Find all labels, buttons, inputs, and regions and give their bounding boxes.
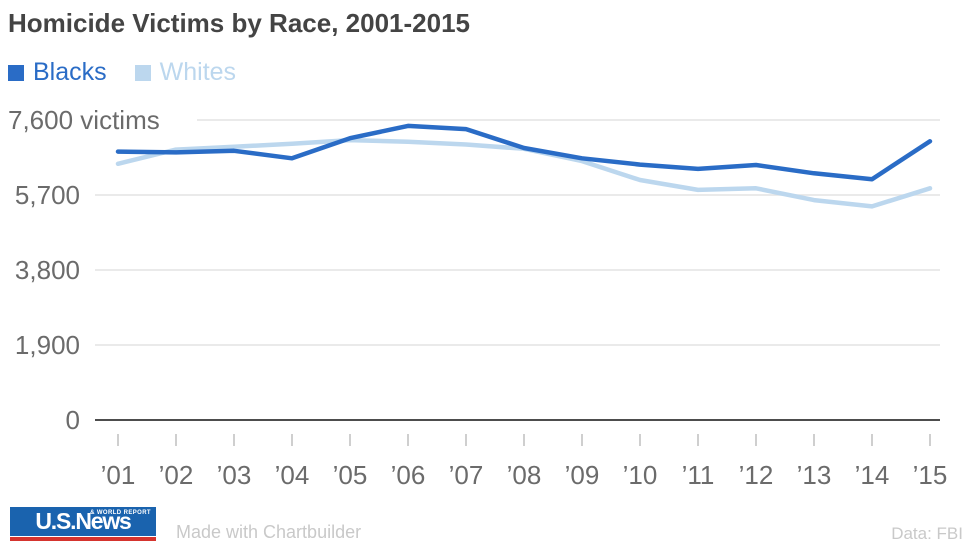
legend-label-blacks: Blacks <box>33 58 107 86</box>
y-tick-label: 5,700 <box>15 180 80 210</box>
usnews-logo: U.S.News & WORLD REPORT <box>10 507 156 541</box>
x-tick-label: ’10 <box>623 460 658 490</box>
y-tick-label: 0 <box>66 405 80 435</box>
y-tick-label: 7,600 victims <box>8 105 160 135</box>
legend-swatch-whites <box>134 64 151 81</box>
chartbuilder-credit: Made with Chartbuilder <box>176 522 362 542</box>
chart-area: 7,600 victims 5,700 3,800 1,900 0 ’01 ’02 ’03 ’0… <box>8 105 948 490</box>
x-tick-label: ’15 <box>913 460 948 490</box>
blacks-line <box>115 123 933 182</box>
logo-red-bar <box>10 537 156 541</box>
legend-swatch-blacks <box>8 64 24 81</box>
x-tick-label: ’07 <box>449 460 484 490</box>
x-tick-label: ’09 <box>565 460 600 490</box>
usnews-logo-subtext: & WORLD REPORT <box>90 510 151 516</box>
y-tick-label: 3,800 <box>15 255 80 285</box>
usnews-logo-box: U.S.News & WORLD REPORT <box>10 507 156 536</box>
x-tick-label: ’04 <box>275 460 310 490</box>
legend-label-whites: Whites <box>159 58 237 86</box>
x-tick-label: ’06 <box>391 460 426 490</box>
x-tick-label: ’03 <box>217 460 252 490</box>
chart-title: Homicide Victims by Race, 2001-2015 <box>8 8 470 38</box>
x-tick-label: ’11 <box>682 460 715 490</box>
x-tick-label: ’08 <box>507 460 542 490</box>
x-tick-label: ’13 <box>797 460 832 490</box>
legend-item-blacks: Blacks <box>8 58 107 87</box>
legend-item-whites: Whites <box>134 58 237 87</box>
x-tick-label: ’01 <box>101 460 136 490</box>
legend: Blacks Whites <box>8 58 236 87</box>
y-tick-label: 1,900 <box>15 330 80 360</box>
x-tick-label: ’02 <box>159 460 194 490</box>
x-tick-label: ’14 <box>855 460 890 490</box>
x-tick-label: ’12 <box>739 460 774 490</box>
usnews-logo-text: U.S.News <box>35 508 131 534</box>
data-source-label: Data: FBI <box>891 524 963 543</box>
x-tick-label: ’05 <box>333 460 368 490</box>
